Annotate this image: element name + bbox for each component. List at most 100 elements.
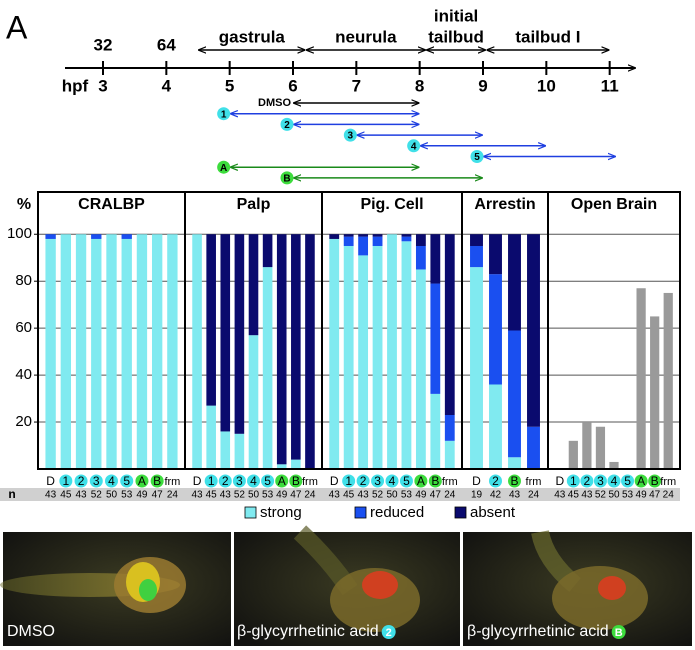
category-badge	[105, 474, 118, 488]
category-badge	[74, 474, 88, 488]
category-badge	[89, 474, 103, 488]
n-count: 52	[595, 490, 607, 501]
bar-segment	[206, 405, 216, 469]
x-tick-label: 3	[374, 474, 381, 488]
x-tick-label: B	[651, 474, 659, 488]
x-tick-label: frm	[442, 476, 458, 488]
bar-segment	[329, 238, 340, 469]
bar-segment	[415, 234, 426, 246]
n-count: 53	[262, 490, 274, 501]
caption-badge	[381, 625, 396, 639]
x-tick-label: D	[472, 474, 481, 488]
n-count: 53	[622, 490, 634, 501]
x-tick-label: B	[292, 474, 300, 488]
axis-label: hpf	[62, 76, 89, 95]
legend-label: reduced	[370, 504, 424, 521]
n-count: 52	[234, 490, 246, 501]
category-badge	[261, 474, 275, 488]
n-count: 43	[554, 490, 566, 501]
x-tick-label: 3	[236, 474, 243, 488]
bar	[650, 316, 660, 469]
stage-label: tailbud	[428, 27, 484, 46]
n-count: 47	[649, 490, 661, 501]
n-count: 43	[191, 490, 203, 501]
category-badge	[607, 474, 621, 488]
y-unit-label: %	[17, 196, 31, 213]
bar-segment	[358, 255, 369, 469]
category-badge	[399, 474, 413, 488]
category-badge	[342, 474, 356, 488]
treatment-label: 1	[221, 109, 227, 120]
x-tick-label: D	[555, 474, 564, 488]
bar-segment	[470, 245, 483, 268]
bar-segment	[136, 234, 148, 469]
category-badge	[247, 474, 260, 488]
tick-label: 4	[162, 76, 172, 95]
treatment-badge	[343, 128, 357, 142]
treatment-badge	[280, 117, 294, 131]
bar-segment	[489, 384, 502, 469]
n-count: 43	[509, 490, 521, 501]
panel-title: Open Brain	[571, 196, 657, 213]
category-badge	[566, 474, 580, 488]
category-badge	[621, 474, 635, 488]
x-tick-label: A	[637, 474, 645, 488]
bar-segment	[358, 236, 369, 256]
treatment-badge	[280, 171, 294, 185]
n-count: 43	[358, 490, 370, 501]
stage-label: gastrula	[219, 27, 286, 46]
x-tick-label: frm	[526, 476, 542, 488]
n-count: 50	[106, 490, 118, 501]
legend-swatch	[244, 506, 257, 519]
x-tick-label: A	[138, 474, 146, 488]
treatment-label: 2	[284, 120, 290, 131]
bar-segment	[329, 234, 340, 239]
n-count: 52	[372, 490, 384, 501]
x-tick-label: 1	[208, 474, 215, 488]
category-badge	[593, 474, 607, 488]
embryo-head	[552, 566, 648, 630]
bar-segment	[401, 236, 412, 242]
tick-label: 8	[415, 76, 424, 95]
bar-segment	[372, 234, 383, 237]
bar-segment	[401, 234, 412, 237]
n-count: 45	[206, 490, 218, 501]
bar-segment	[430, 283, 441, 394]
n-count: 49	[415, 490, 427, 501]
caption-badge	[611, 625, 626, 639]
x-tick-label: 4	[250, 474, 257, 488]
bar-segment	[262, 234, 273, 268]
n-count: 24	[663, 490, 675, 501]
bar-segment	[430, 234, 441, 284]
bar-segment	[220, 234, 231, 432]
n-count: 43	[581, 490, 593, 501]
n-count: 47	[152, 490, 164, 501]
bar-segment	[372, 236, 383, 246]
tick-label: 11	[601, 76, 619, 95]
category-badge	[371, 474, 385, 488]
bar-segment	[470, 267, 483, 469]
x-tick-label: D	[330, 474, 339, 488]
n-count: 50	[608, 490, 620, 501]
category-badge	[120, 474, 134, 488]
category-badge	[289, 474, 303, 488]
bar-segment	[508, 234, 521, 331]
n-count: 53	[121, 490, 133, 501]
n-count: 24	[167, 490, 179, 501]
embryo-eye	[598, 576, 626, 600]
x-tick-label: B	[431, 474, 439, 488]
n-count: 53	[401, 490, 413, 501]
bar-segment	[248, 335, 259, 469]
bar-segment	[234, 433, 245, 469]
n-count: 19	[471, 490, 483, 501]
tick-label: 3	[98, 76, 107, 95]
treatment-label: A	[220, 163, 227, 174]
bar-segment	[121, 234, 132, 239]
y-tick-label: 60	[15, 319, 32, 336]
bar-segment	[167, 234, 178, 469]
bar-segment	[248, 234, 259, 336]
x-tick-label: D	[193, 474, 202, 488]
